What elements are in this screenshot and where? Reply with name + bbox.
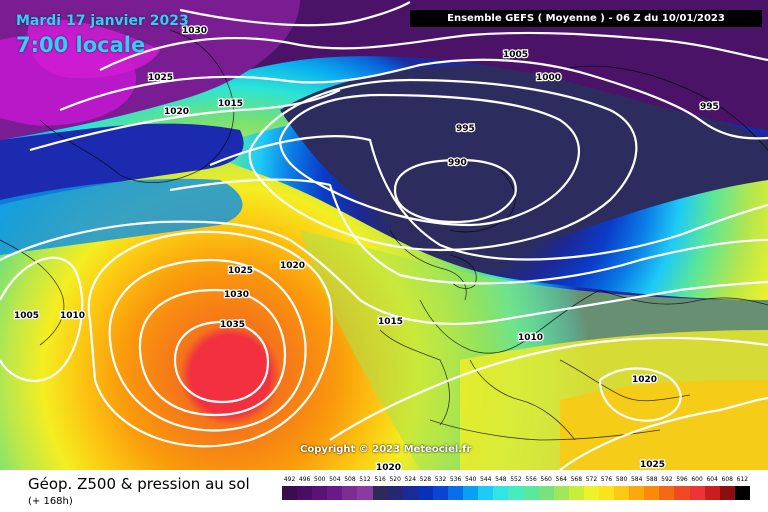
- legend-swatch: [417, 486, 433, 500]
- legend-value: 520: [389, 476, 401, 483]
- legend-swatch: [297, 486, 313, 500]
- isobar-label: 1010: [60, 311, 85, 321]
- legend-value: 568: [570, 476, 583, 483]
- legend-swatch: [598, 486, 615, 500]
- legend-swatch: [568, 486, 584, 500]
- forecast-time: 7:00 locale: [16, 33, 146, 57]
- map-footer: Géop. Z500 & pression au sol (+ 168h) 49…: [0, 470, 768, 512]
- legend-value: 508: [344, 476, 356, 483]
- legend-swatch: [508, 486, 524, 500]
- isobar-label: 1035: [220, 320, 245, 330]
- legend-bar: [282, 486, 750, 500]
- legend-swatch: [402, 486, 418, 500]
- legend-swatch: [282, 486, 298, 500]
- legend-swatch: [614, 486, 630, 500]
- isobar-label: 1005: [503, 50, 528, 60]
- legend-swatch: [674, 486, 690, 500]
- legend-value: 496: [298, 476, 311, 483]
- legend-swatch: [538, 486, 554, 500]
- legend-value: 596: [676, 476, 688, 483]
- legend-value: 524: [404, 476, 417, 483]
- legend-value: 548: [495, 476, 507, 483]
- model-run-banner: Ensemble GEFS ( Moyenne ) - 06 Z du 10/0…: [410, 10, 762, 27]
- legend-swatch: [448, 486, 464, 500]
- legend-value: 572: [585, 476, 598, 483]
- legend-swatch: [357, 486, 373, 500]
- legend-value: 512: [359, 476, 371, 483]
- isobar-label: 1025: [228, 266, 253, 276]
- isobar-label: 995: [700, 102, 719, 112]
- legend-swatch: [432, 486, 449, 500]
- legend-value: 556: [525, 476, 537, 483]
- forecast-lead-time: (+ 168h): [28, 496, 73, 507]
- legend-swatch: [553, 486, 569, 500]
- legend-value: 612: [736, 476, 749, 483]
- legend-swatch: [719, 486, 735, 500]
- isobar-label: 1020: [632, 375, 657, 385]
- isobar-label: 1025: [148, 73, 173, 83]
- legend-swatch: [704, 486, 720, 500]
- isobar-label: 1000: [536, 73, 561, 83]
- legend-labels: 492 496 500 504 508 512 516 520 524 528 532 536 540 5…: [282, 476, 750, 483]
- legend-swatch: [463, 486, 479, 500]
- legend-value: 544: [480, 476, 492, 483]
- legend-value: 492: [283, 476, 296, 483]
- legend-value: 600: [691, 476, 703, 483]
- legend-swatch: [478, 486, 494, 500]
- legend-value: 500: [314, 476, 326, 483]
- legend-swatch: [629, 486, 645, 500]
- legend-value: 604: [706, 476, 718, 483]
- isobar-label: 1020: [164, 107, 189, 117]
- isobar-label: 1025: [640, 460, 665, 470]
- legend-value: 580: [615, 476, 628, 483]
- legend-swatch: [523, 486, 539, 500]
- legend-swatch: [493, 486, 509, 500]
- legend-value: 532: [434, 476, 447, 483]
- legend-swatch: [689, 486, 705, 500]
- legend-value: 592: [661, 476, 673, 483]
- isobar-label: 1020: [280, 261, 305, 271]
- legend-swatch: [659, 486, 675, 500]
- legend-value: 504: [329, 476, 341, 483]
- isobar-label: 1005: [14, 311, 39, 321]
- isobar-label: 1030: [182, 26, 207, 36]
- isobar-label: 1015: [378, 317, 403, 327]
- legend-swatch: [342, 486, 358, 500]
- legend-value: 552: [510, 476, 522, 483]
- color-scale-legend: 492 496 500 504 508 512 516 520 524 528 532 536 540 5…: [282, 476, 750, 500]
- legend-value: 576: [600, 476, 613, 483]
- isobar-label: 1010: [518, 333, 543, 343]
- legend-swatch: [583, 486, 599, 500]
- legend-value: 564: [555, 476, 567, 483]
- legend-value: 560: [540, 476, 552, 483]
- legend-value: 536: [449, 476, 462, 483]
- map-caption: Géop. Z500 & pression au sol: [28, 475, 250, 493]
- legend-swatch: [372, 486, 388, 500]
- legend-swatch: [387, 486, 403, 500]
- isobar-label: 990: [448, 158, 467, 168]
- legend-swatch: [644, 486, 660, 500]
- forecast-date: Mardi 17 janvier 2023: [16, 13, 189, 29]
- copyright-text: Copyright © 2023 Meteociel.fr: [300, 444, 472, 455]
- legend-value: 584: [630, 476, 643, 483]
- legend-swatch: [734, 486, 750, 500]
- isobar-label: 995: [456, 124, 475, 134]
- legend-swatch: [312, 486, 328, 500]
- legend-value: 516: [374, 476, 386, 483]
- legend-value: 608: [721, 476, 733, 483]
- isobar-label: 1030: [224, 290, 249, 300]
- isobar-label: 1015: [218, 99, 243, 109]
- legend-value: 528: [419, 476, 432, 483]
- legend-value: 588: [646, 476, 658, 483]
- legend-swatch: [327, 486, 343, 500]
- legend-value: 540: [464, 476, 477, 483]
